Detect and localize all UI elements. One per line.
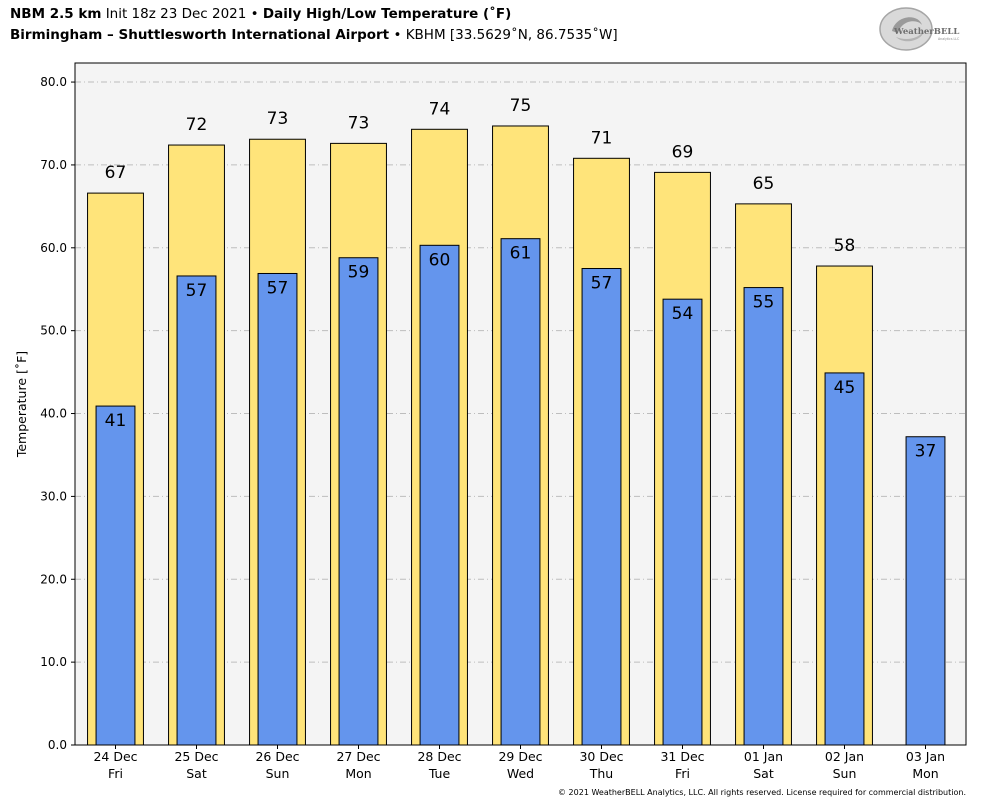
high-temp-label: 65 [753, 174, 775, 194]
x-tick-label-date: 26 Dec [255, 749, 299, 764]
x-tick-label-date: 31 Dec [660, 749, 704, 764]
station-meta: • KBHM [33.5629˚N, 86.7535˚W] [393, 27, 618, 43]
x-tick-label-date: 25 Dec [174, 749, 218, 764]
x-tick-label-day: Mon [912, 766, 938, 781]
x-tick-label-day: Sun [833, 766, 857, 781]
low-temp-label: 57 [267, 278, 289, 298]
low-temp-label: 57 [591, 274, 613, 294]
x-tick-label-date: 01 Jan [744, 749, 783, 764]
weatherbell-logo: WeatherBELL Analytics LLC [879, 7, 960, 51]
x-tick-label-date: 03 Jan [906, 749, 945, 764]
axes: 0.0 10.0 20.0 30.0 40.0 50.0 60.0 70.0 80.0 24 De… [40, 75, 945, 781]
svg-text:Analytics LLC: Analytics LLC [938, 37, 960, 41]
x-tick-label-day: Fri [108, 766, 123, 781]
low-temp-bar [581, 268, 622, 746]
low-temp-label: 59 [348, 263, 370, 283]
chart-title: NBM 2.5 km Init 18z 23 Dec 2021 • Daily … [10, 6, 511, 22]
high-temp-label: 58 [834, 236, 856, 256]
x-tick-label-date: 27 Dec [336, 749, 380, 764]
station-name: Birmingham – Shuttlesworth International… [10, 27, 390, 43]
y-tick-label: 20.0 [40, 572, 67, 586]
low-temp-bar [257, 272, 298, 746]
x-tick-label-date: 29 Dec [498, 749, 542, 764]
y-tick-label: 30.0 [40, 489, 67, 503]
low-temp-label: 55 [753, 293, 775, 313]
copyright-footer: © 2021 WeatherBELL Analytics, LLC. All r… [558, 788, 966, 797]
low-temp-label: 61 [510, 244, 532, 264]
low-temp-bar [338, 257, 379, 746]
low-temp-label: 57 [186, 281, 208, 301]
x-tick-label-day: Tue [428, 766, 451, 781]
high-temp-label: 74 [429, 99, 451, 119]
x-tick-label-date: 28 Dec [417, 749, 461, 764]
y-tick-label: 50.0 [40, 324, 67, 338]
low-temp-bar [500, 238, 541, 746]
x-tick-label-day: Sun [266, 766, 290, 781]
title-bullet: • [250, 6, 259, 22]
low-temp-bar [419, 244, 460, 746]
low-temp-label: 45 [834, 378, 856, 398]
x-tick-label-day: Sat [753, 766, 774, 781]
x-tick-label-day: Fri [675, 766, 690, 781]
product-name: Daily High/Low Temperature (˚F) [262, 6, 512, 22]
low-temp-label: 60 [429, 250, 451, 270]
x-tick-label-day: Wed [507, 766, 534, 781]
y-tick-label: 40.0 [40, 407, 67, 421]
high-temp-label: 73 [348, 113, 370, 133]
init-time: Init 18z 23 Dec 2021 [105, 6, 247, 22]
high-temp-label: 75 [510, 96, 532, 116]
low-temp-bar [95, 405, 136, 746]
svg-text:WeatherBELL: WeatherBELL [893, 27, 959, 37]
low-temp-bar [905, 436, 946, 746]
chart-subtitle: Birmingham – Shuttlesworth International… [10, 27, 618, 43]
low-temp-bar [662, 298, 703, 746]
x-tick-label-date: 24 Dec [93, 749, 137, 764]
y-tick-label: 10.0 [40, 655, 67, 669]
y-axis-label: Temperature [˚F] [14, 351, 29, 458]
y-tick-label: 0.0 [48, 738, 67, 752]
high-temp-label: 72 [186, 115, 208, 135]
low-temp-bar [176, 275, 217, 746]
low-temp-label: 37 [915, 442, 937, 462]
model-name: NBM 2.5 km [10, 6, 102, 22]
high-temp-label: 67 [105, 163, 127, 183]
low-temp-bar [824, 372, 865, 746]
low-temp-label: 54 [672, 304, 694, 324]
low-temp-label: 41 [105, 411, 127, 431]
high-temp-label: 71 [591, 128, 613, 148]
high-temp-label: 69 [672, 142, 694, 162]
x-tick-label-date: 30 Dec [579, 749, 623, 764]
y-tick-label: 70.0 [40, 158, 67, 172]
y-tick-label: 80.0 [40, 75, 67, 89]
low-temp-bar [743, 287, 784, 746]
high-temp-label: 73 [267, 109, 289, 129]
y-tick-label: 60.0 [40, 241, 67, 255]
bars: 67 72 73 73 74 75 71 69 65 58 41 57 57 59 60 61 57 54 55 45… [87, 96, 946, 746]
x-tick-label-day: Thu [589, 766, 613, 781]
x-tick-label-date: 02 Jan [825, 749, 864, 764]
x-tick-label-day: Mon [345, 766, 371, 781]
x-tick-label-day: Sat [186, 766, 207, 781]
